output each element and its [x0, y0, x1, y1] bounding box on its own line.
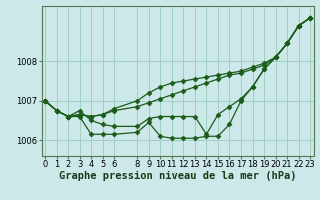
X-axis label: Graphe pression niveau de la mer (hPa): Graphe pression niveau de la mer (hPa): [59, 171, 296, 181]
